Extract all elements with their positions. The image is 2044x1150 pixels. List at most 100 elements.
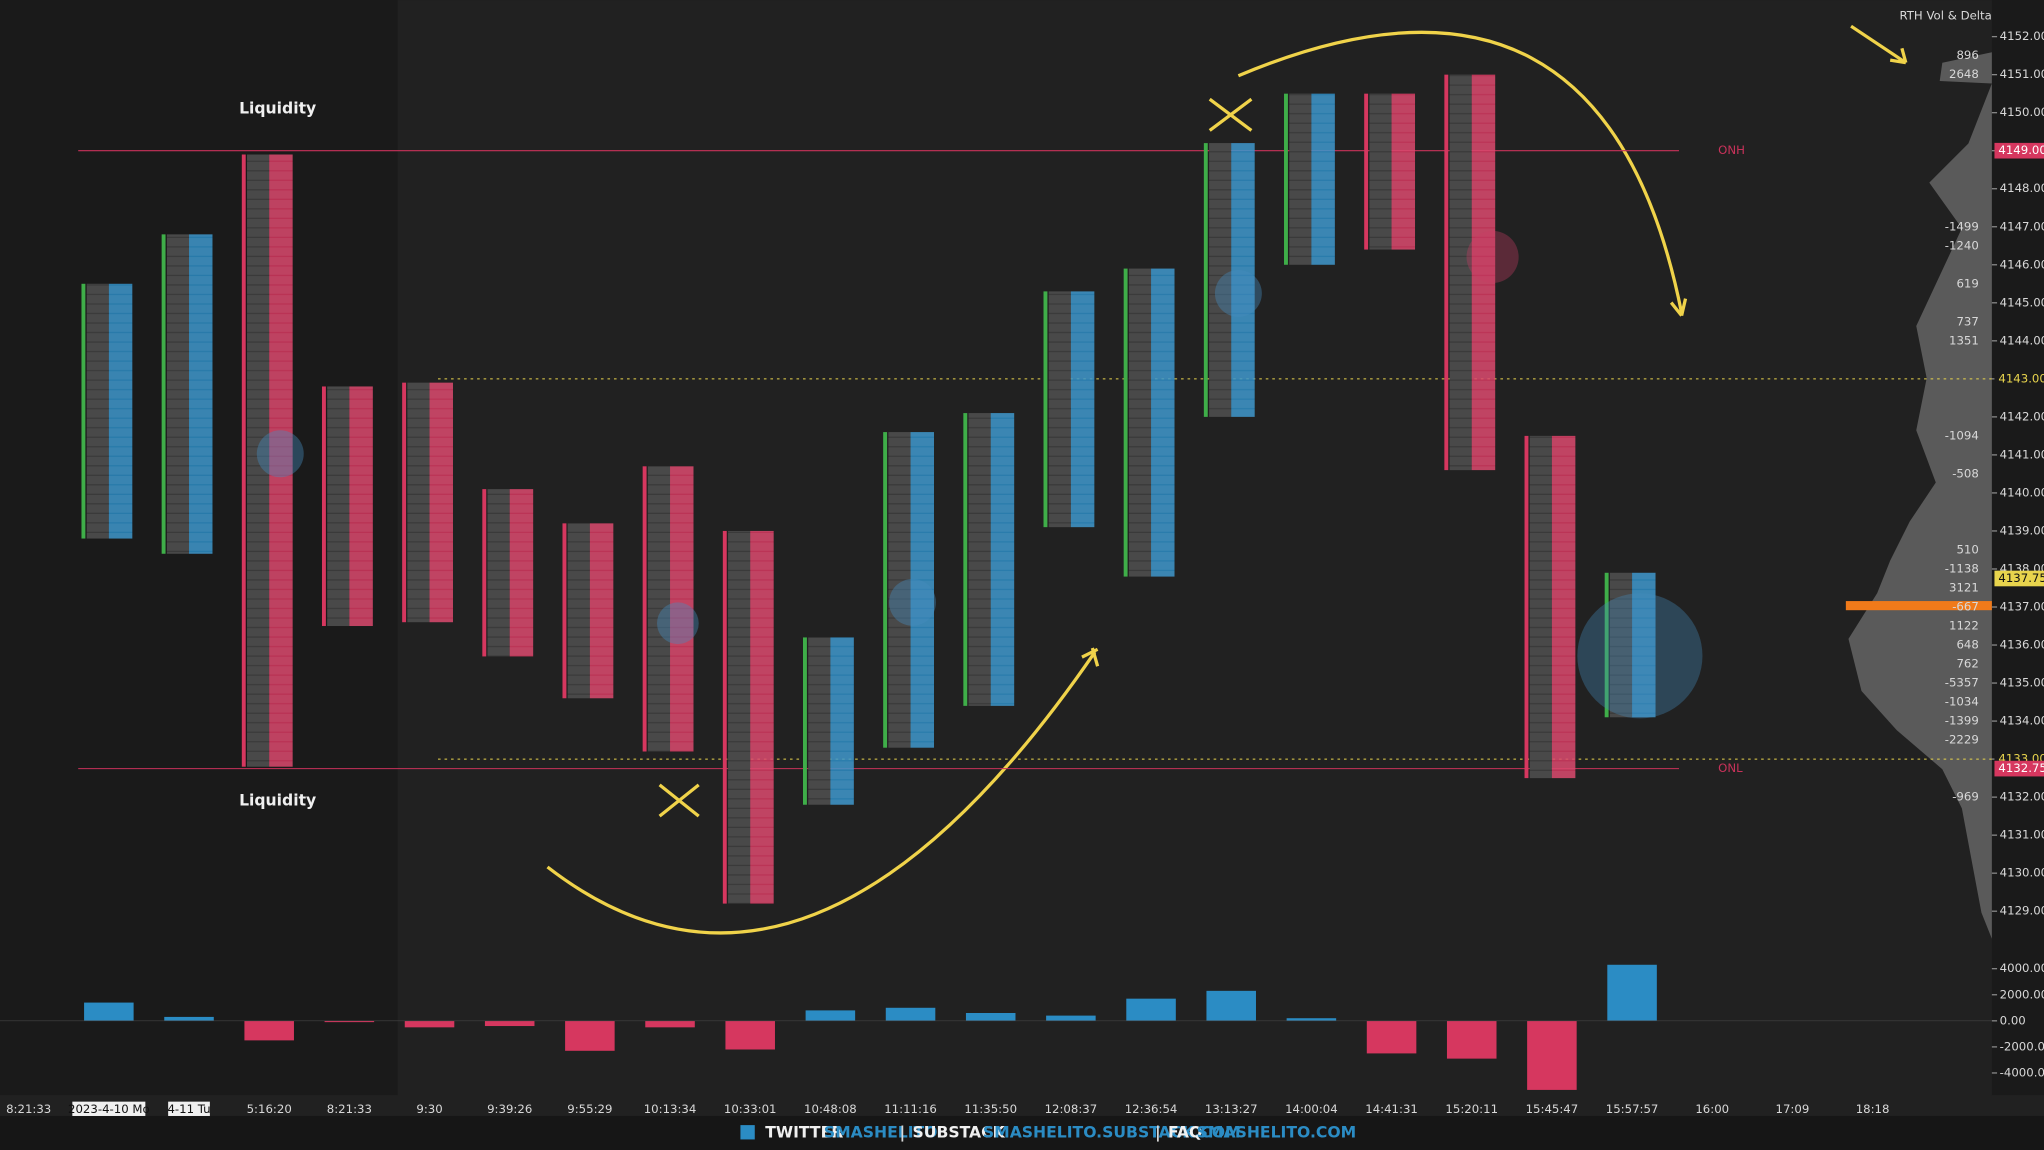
delta-bar	[885, 1007, 936, 1021]
delta-tick-label: 2000.00	[2000, 987, 2044, 1001]
footprint-rows	[1289, 93, 1335, 265]
profile-label: 1122	[1949, 619, 1979, 633]
delta-bar	[805, 1010, 856, 1021]
footer-icon	[740, 1125, 755, 1140]
footprint-strip	[241, 154, 246, 767]
profile-poc	[1845, 601, 1992, 611]
y-tick-label: 4152.00	[2000, 29, 2044, 43]
footprint-rows	[1369, 93, 1416, 250]
x-tick-label: 4-11 Tu	[167, 1102, 210, 1116]
delta-bar	[1206, 990, 1256, 1021]
footprint-strip	[1364, 93, 1369, 250]
footer-text: SMASHELITO	[824, 1122, 938, 1141]
footprint-strip	[482, 489, 487, 657]
x-tick-label: 10:48:08	[804, 1102, 857, 1116]
profile-label: -2229	[1945, 733, 1979, 747]
y-tick-label: 4132.00	[2000, 790, 2044, 804]
y-tick-label: 4148.00	[2000, 181, 2044, 195]
profile-label: -5357	[1945, 676, 1979, 690]
delta-bar	[1046, 1015, 1096, 1021]
x-tick-label: 2023-4-10 Mo	[68, 1102, 150, 1116]
x-tick-label: 16:00	[1695, 1102, 1729, 1116]
y-tick-label: 4147.00	[2000, 219, 2044, 233]
y-tick-label: 4146.00	[2000, 257, 2044, 271]
profile-label: -1399	[1945, 714, 1979, 728]
y-tick-label: 4139.00	[2000, 523, 2044, 537]
marker-label: 4149.00	[1998, 143, 2044, 157]
delta-bar	[725, 1020, 775, 1050]
footprint-strip	[963, 413, 968, 706]
date-highlight	[72, 1101, 146, 1116]
delta-bar	[324, 1020, 375, 1023]
poc-circle	[1466, 230, 1519, 283]
profile-label: -1138	[1945, 561, 1979, 575]
delta-bar	[404, 1020, 455, 1028]
marker-box	[1994, 570, 2044, 587]
poc-circle	[1577, 593, 1703, 719]
footprint-strip	[722, 530, 727, 904]
x-tick-label: 10:13:34	[644, 1102, 697, 1116]
poc-circles	[256, 230, 1703, 719]
y-tick-label: 4141.00	[2000, 447, 2044, 461]
y-tick-label: 4140.00	[2000, 485, 2044, 499]
arrow-head	[1669, 298, 1688, 317]
delta-bar	[565, 1020, 615, 1051]
delta-bar	[484, 1020, 535, 1027]
poc-circle	[657, 602, 699, 645]
profile-label: 737	[1956, 314, 1978, 328]
profile-label: 3121	[1949, 580, 1979, 594]
footprint-rows	[1048, 291, 1095, 528]
marker-label: 4143.00	[1998, 371, 2044, 385]
footprint-rows	[567, 523, 614, 699]
x-tick-label: 9:39:26	[487, 1102, 532, 1116]
delta-bar	[1446, 1020, 1497, 1059]
y-tick-label: 4129.00	[2000, 904, 2044, 918]
profile-label: 510	[1956, 542, 1978, 556]
x-tick-label: 8:21:33	[6, 1102, 51, 1116]
y-tick-label: 4145.00	[2000, 295, 2044, 309]
footprint-strip	[402, 382, 407, 623]
marker-label: 4132.75	[1998, 761, 2044, 775]
arrow-down	[1237, 30, 1684, 314]
footer-text: FAQ	[1168, 1122, 1202, 1141]
footprint-strip	[642, 466, 647, 752]
profile-label: -1094	[1945, 428, 1979, 442]
x-tick-label: 15:20:11	[1445, 1102, 1498, 1116]
y-tick-label: 4135.00	[2000, 676, 2044, 690]
level-label: ONL	[1718, 761, 1743, 775]
x-tick-label: 11:11:16	[884, 1102, 937, 1116]
y-tick-label: 4137.00	[2000, 600, 2044, 614]
profile-label: -667	[1952, 600, 1979, 614]
footprint-rows	[1609, 572, 1656, 718]
delta-bar	[1286, 1018, 1337, 1021]
x-tick-label: 14:41:31	[1365, 1102, 1418, 1116]
y-tick-label: 4142.00	[2000, 409, 2044, 423]
x-tick-label: 18:18	[1856, 1102, 1890, 1116]
y-tick-label: 4136.00	[2000, 638, 2044, 652]
x-tick-label: 15:45:47	[1526, 1102, 1579, 1116]
profile-label: 896	[1956, 48, 1978, 62]
footprint-rows	[166, 234, 213, 554]
profile-label: -1499	[1945, 219, 1979, 233]
footprint-rows	[407, 382, 453, 623]
x-tick-label: 9:30	[416, 1102, 442, 1116]
y-tick-label: 4130.00	[2000, 866, 2044, 880]
footprint-strip	[1444, 74, 1449, 471]
arrow-up	[546, 650, 1097, 935]
delta-tick-label: -4000.00	[2000, 1065, 2044, 1079]
footprint-rows	[968, 413, 1015, 706]
x-tick-label: 15:57:57	[1606, 1102, 1659, 1116]
footprint-strip	[161, 234, 166, 554]
delta-bar	[84, 1002, 134, 1021]
poc-circle	[256, 430, 304, 478]
footprint-strip	[883, 432, 888, 748]
delta-bar	[645, 1020, 695, 1028]
footprint-rows	[1209, 143, 1255, 417]
annotation: Liquidity	[239, 98, 316, 117]
footer-text: TWITTER	[765, 1122, 843, 1141]
delta-bar	[244, 1020, 294, 1041]
footprint-strip	[562, 523, 567, 699]
footer-sep: |	[899, 1122, 905, 1142]
x-tick-label: 12:36:54	[1125, 1102, 1178, 1116]
